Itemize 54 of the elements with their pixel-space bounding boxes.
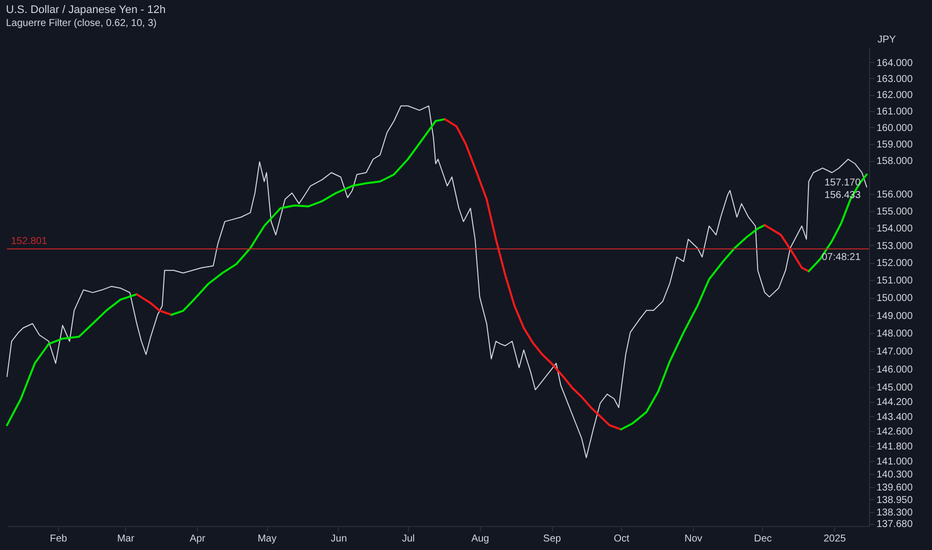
y-tick-label: 146.000 — [876, 364, 914, 376]
y-tick-label: 158.000 — [876, 156, 914, 168]
x-tick-label: May — [258, 534, 276, 544]
y-tick-label: 141.800 — [876, 441, 914, 452]
y-tick-label: 137.680 — [876, 519, 914, 530]
y-tick-label: 159.000 — [876, 139, 914, 150]
x-tick-label: 2025 — [824, 534, 846, 544]
x-tick-label: Mar — [117, 534, 135, 544]
y-tick-label: 138.300 — [876, 507, 914, 518]
x-tick-label: Dec — [754, 534, 772, 544]
y-tick-label: 147.000 — [876, 346, 914, 358]
y-tick-label: 145.000 — [876, 382, 914, 394]
y-tick-label: 156.000 — [876, 190, 914, 201]
line-series — [6, 293, 138, 426]
x-tick-label: Oct — [614, 534, 630, 544]
y-tick-label: 143.400 — [876, 412, 914, 423]
y-tick-label: 164.000 — [876, 58, 914, 69]
y-tick-label: 161.000 — [876, 106, 914, 118]
x-tick-label: Feb — [50, 534, 68, 544]
chart-title: U.S. Dollar / Japanese Yen - 12h — [6, 4, 166, 16]
y-tick-label: 142.600 — [876, 426, 914, 438]
y-tick-label: 148.000 — [876, 328, 914, 340]
y-tick-label: 138.950 — [876, 494, 914, 506]
ref-line-label: 152.801 — [11, 236, 48, 247]
y-tick-label: 160.000 — [876, 122, 914, 134]
x-tick-label: Nov — [684, 534, 702, 544]
line-series — [444, 118, 622, 430]
x-tick-label: Sep — [543, 534, 562, 544]
y-tick-label: 151.000 — [876, 276, 914, 287]
x-tick-label: Apr — [190, 534, 206, 544]
y-tick-label: 141.000 — [876, 456, 914, 468]
y-tick-label: 155.000 — [876, 206, 914, 218]
y-tick-label: 162.000 — [876, 90, 914, 102]
line-series — [764, 224, 810, 272]
y-tick-label: 139.600 — [876, 482, 914, 494]
y-tick-label: 140.300 — [876, 469, 914, 480]
y-tick-label: 163.000 — [876, 74, 914, 85]
y-tick-label: 153.000 — [876, 240, 914, 252]
line-series — [136, 293, 173, 316]
y-axis-title: JPY — [878, 34, 896, 46]
y-tick-label: 152.000 — [876, 258, 914, 270]
chart-subtitle: Laguerre Filter (close, 0.62, 10, 3) — [6, 18, 157, 29]
x-tick-label: Aug — [471, 534, 490, 544]
y-tick-label: 144.200 — [876, 397, 914, 408]
y-tick-label: 149.000 — [876, 310, 914, 322]
line-series — [6, 105, 868, 458]
annotation: 07:48:21 — [822, 252, 862, 263]
line-series — [170, 118, 446, 316]
y-tick-label: 150.000 — [876, 293, 914, 304]
line-series — [808, 173, 868, 272]
y-tick-label: 154.000 — [876, 224, 914, 235]
x-tick-label: Jul — [402, 534, 415, 544]
line-series — [620, 224, 766, 430]
x-tick-label: Jun — [330, 534, 347, 544]
